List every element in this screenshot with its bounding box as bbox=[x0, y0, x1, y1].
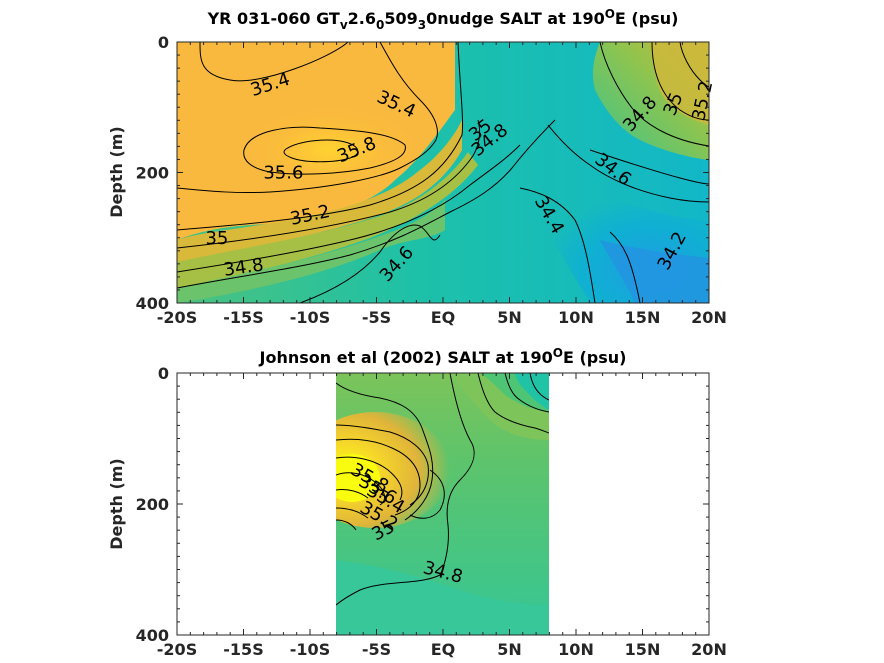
model-y-tick-label: 0 bbox=[158, 33, 169, 52]
model-x-tick-label: EQ bbox=[431, 308, 456, 327]
model-chart-title: YR 031-060 GTv2.6050930nudge SALT at 190… bbox=[207, 7, 679, 32]
model-x-tick-label: -20S bbox=[157, 308, 197, 327]
observed-y-axis: 0 200 400 bbox=[136, 364, 709, 645]
observed-x-tick-label: -10S bbox=[290, 640, 330, 659]
model-x-axis: -20S -15S -10S -5S EQ 5N 10N 15N 20N bbox=[157, 42, 727, 327]
model-contour-label: 35.6 bbox=[263, 163, 303, 184]
model-x-tick-label: -15S bbox=[223, 308, 263, 327]
model-y-tick-label: 200 bbox=[136, 164, 169, 183]
model-x-tick-label: -5S bbox=[362, 308, 391, 327]
model-y-axis-label: Depth (m) bbox=[107, 126, 126, 218]
observed-y-axis-label: Depth (m) bbox=[107, 458, 126, 550]
observed-x-tick-label: -15S bbox=[223, 640, 263, 659]
observed-y-tick-label: 0 bbox=[158, 364, 169, 383]
model-contour-label: 35 bbox=[205, 228, 228, 249]
observed-x-axis: -20S -15S -10S -5S EQ 5N 10N 15N 20N bbox=[157, 373, 727, 659]
model-salinity-field bbox=[177, 42, 709, 303]
model-y-axis: 0 200 400 bbox=[136, 33, 709, 313]
observed-x-tick-label: 5N bbox=[497, 640, 522, 659]
model-x-tick-label: 15N bbox=[625, 308, 661, 327]
model-x-tick-label: 20N bbox=[691, 308, 727, 327]
observed-x-tick-label: 15N bbox=[625, 640, 661, 659]
observed-x-tick-label: 10N bbox=[558, 640, 594, 659]
observed-x-tick-label: -5S bbox=[362, 640, 391, 659]
observed-x-tick-label: 20N bbox=[691, 640, 727, 659]
model-y-tick-label: 400 bbox=[136, 294, 169, 313]
observed-y-tick-label: 200 bbox=[136, 495, 169, 514]
observed-x-tick-label: -20S bbox=[157, 640, 197, 659]
observed-salinity-field bbox=[336, 373, 549, 635]
observed-x-tick-label: EQ bbox=[431, 640, 456, 659]
observed-y-tick-label: 400 bbox=[136, 626, 169, 645]
model-x-tick-label: 10N bbox=[558, 308, 594, 327]
model-x-tick-label: 5N bbox=[497, 308, 522, 327]
observed-chart-title: Johnson et al (2002) SALT at 190OE (psu) bbox=[259, 346, 627, 367]
model-x-tick-label: -10S bbox=[290, 308, 330, 327]
